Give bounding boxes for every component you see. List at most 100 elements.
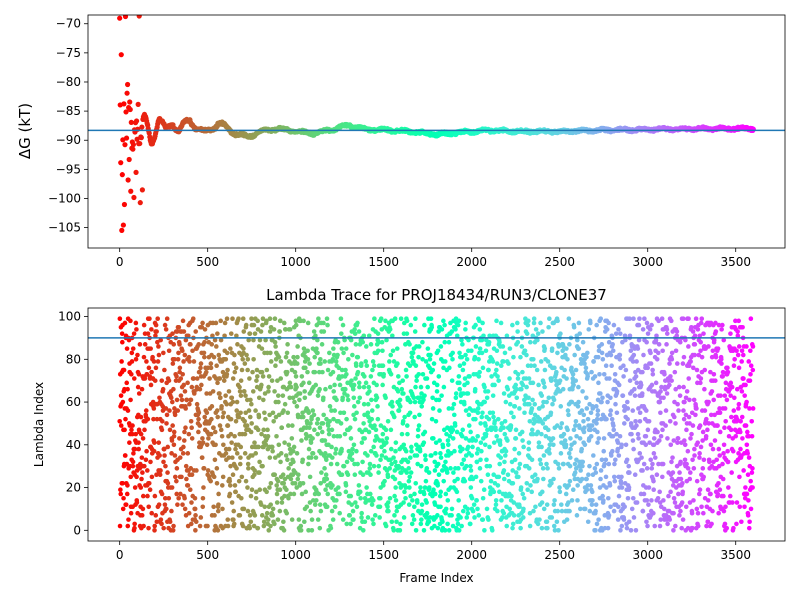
lambda-point [152,493,158,499]
lambda-point [672,500,678,505]
lambda-point [517,406,522,411]
lambda-point [564,517,570,522]
lambda-point [491,414,496,420]
lambda-point [698,444,704,450]
lambda-point [206,436,211,441]
lambda-point [284,350,290,356]
lambda-point [573,367,579,373]
lambda-point [313,455,319,460]
lambda-point [355,354,361,360]
lambda-point [287,380,293,386]
lambda-point [633,374,639,379]
lambda-point [624,457,630,463]
lambda-point [281,519,286,525]
lambda-point [453,395,459,401]
lambda-point [483,423,488,428]
lambda-point [536,382,541,388]
lambda-point [327,418,332,424]
lambda-point [538,320,543,326]
lambda-point [276,354,282,360]
lambda-point [164,412,170,418]
lambda-point [516,466,522,471]
lambda-point [176,324,182,330]
lambda-point [650,371,656,377]
lambda-point [409,448,414,454]
lambda-point [135,384,141,390]
lambda-point [718,357,724,362]
lambda-point [199,455,205,460]
lambda-point [698,339,703,345]
delta-g-point [124,90,130,96]
lambda-point [634,359,639,364]
lambda-point [669,459,674,465]
lambda-point [494,348,500,354]
lambda-point [165,444,171,450]
lambda-point [457,350,462,356]
lambda-point [135,352,140,358]
lambda-point [134,500,140,505]
lambda-point [441,365,446,371]
lambda-point [188,397,194,403]
lambda-point [569,365,574,371]
lambda-point [133,320,139,326]
lambda-point [687,476,693,482]
lambda-point [678,459,683,465]
lambda-point [197,423,203,428]
lambda-point [480,517,486,522]
lambda-point [313,333,318,339]
lambda-point [558,451,564,456]
lambda-point [648,361,654,366]
lambda-point [539,444,544,450]
lambda-point [163,327,169,332]
lambda-point [710,348,716,354]
delta-g-point [137,200,143,206]
lambda-point [581,429,587,435]
lambda-point [588,410,594,416]
lambda-point [150,354,155,360]
lambda-point [735,333,741,339]
lambda-point [412,399,418,405]
lambda-point [241,506,247,512]
lambda-point [653,380,659,386]
lambda-point [323,386,328,392]
lambda-point [259,369,265,375]
lambda-point [572,461,578,467]
lambda-point [179,474,184,480]
lambda-point [416,354,421,360]
lambda-point [536,440,542,445]
lambda-point [499,421,505,426]
lambda-point [449,506,455,512]
lambda-point [130,431,135,437]
lambda-point [634,380,640,386]
lambda-point [361,421,366,426]
lambda-point [667,382,672,388]
lambda-point [236,316,241,321]
lambda-point [528,339,533,345]
lambda-point [132,446,138,452]
y-tick-label: −85 [56,104,81,118]
lambda-point [160,386,166,392]
lambda-point [730,500,735,505]
lambda-point [522,348,528,354]
lambda-point [535,337,540,343]
lambda-point [505,386,511,392]
lambda-point [583,365,589,371]
lambda-point [524,352,529,358]
lambda-point [689,510,695,516]
lambda-point [554,369,559,375]
lambda-point [237,461,243,467]
lambda-point [438,504,443,510]
lambda-x-ticks: 0 500 1000 1500 2000 2500 3000 3500 [116,541,751,562]
lambda-point [601,448,607,454]
lambda-point [595,412,601,418]
lambda-point [403,495,408,501]
lambda-point [748,363,754,369]
lambda-point [159,491,165,497]
lambda-point [282,440,287,445]
lambda-point [480,365,486,371]
lambda-point [641,491,647,497]
lambda-point [372,423,377,428]
lambda-point [504,523,510,529]
lambda-point [396,408,402,413]
lambda-point [651,487,656,492]
